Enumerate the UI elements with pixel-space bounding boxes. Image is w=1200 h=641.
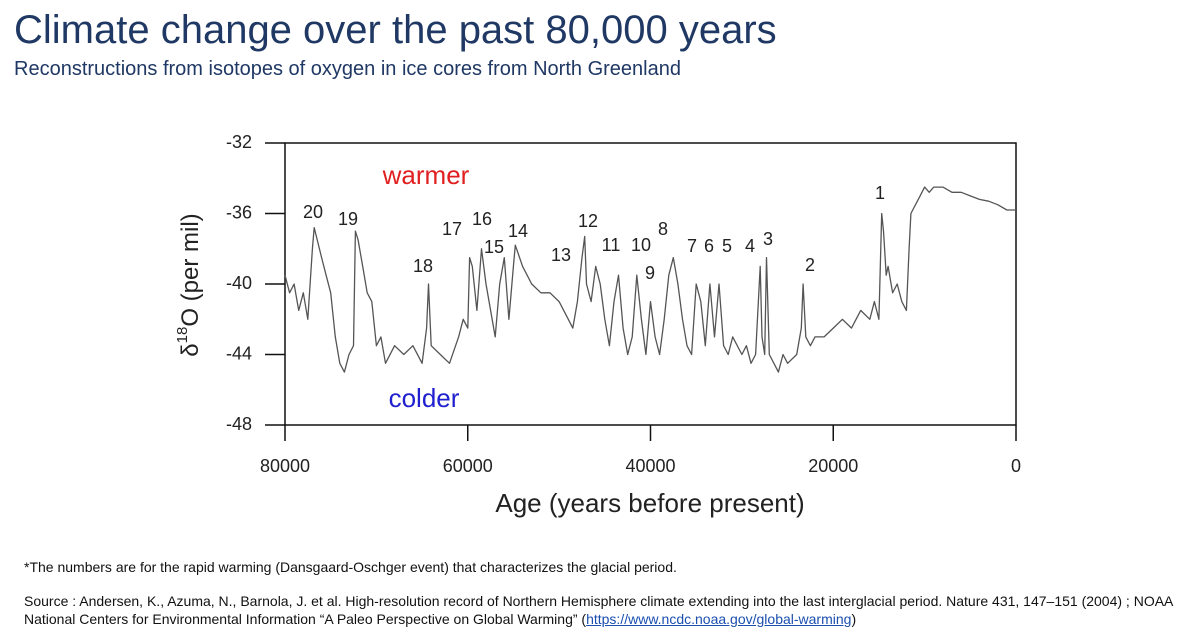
source-close: ) — [851, 611, 857, 627]
event-label: 18 — [413, 256, 433, 276]
event-label: 14 — [508, 221, 528, 241]
warmer-label: warmer — [382, 160, 470, 190]
event-label: 20 — [303, 202, 323, 222]
x-tick-label: 80000 — [260, 456, 310, 476]
x-tick-label: 60000 — [443, 456, 493, 476]
event-label: 17 — [442, 219, 462, 239]
y-label-part: 18 — [174, 327, 191, 344]
y-label-part: δ — [177, 343, 204, 356]
x-tick-label: 20000 — [808, 456, 858, 476]
event-label: 8 — [658, 219, 668, 239]
data-line — [284, 186, 1016, 373]
y-tick-label: -44 — [226, 343, 252, 363]
event-label: 11 — [602, 235, 621, 255]
event-label: 12 — [578, 211, 598, 231]
event-label: 9 — [645, 263, 655, 283]
x-axis-label: Age (years before present) — [495, 488, 804, 518]
event-label: 13 — [551, 245, 571, 265]
chart: δ18O (per mil) Age (years before present… — [174, 132, 1021, 518]
event-label: 6 — [704, 236, 714, 256]
source: Source : Andersen, K., Azuma, N., Barnol… — [24, 592, 1174, 628]
event-label: 7 — [687, 236, 697, 256]
event-label: 16 — [472, 209, 492, 229]
colder-label: colder — [389, 383, 460, 413]
x-tick-label: 0 — [1011, 456, 1021, 476]
page-title: Climate change over the past 80,000 year… — [14, 8, 777, 52]
source-text: Source : Andersen, K., Azuma, N., Barnol… — [24, 593, 1173, 627]
y-tick-label: -36 — [226, 202, 252, 222]
footnote: *The numbers are for the rapid warming (… — [24, 559, 677, 575]
event-label: 3 — [763, 229, 773, 249]
y-tick-label: -32 — [226, 132, 252, 152]
page-subtitle: Reconstructions from isotopes of oxygen … — [14, 58, 681, 80]
source-link[interactable]: https://www.ncdc.noaa.gov/global-warming — [586, 611, 852, 627]
y-tick-label: -48 — [226, 414, 252, 434]
event-label: 15 — [484, 237, 504, 257]
event-label: 4 — [745, 236, 755, 256]
event-label: 1 — [875, 183, 885, 203]
event-label: 5 — [722, 236, 732, 256]
event-label: 10 — [631, 235, 651, 255]
event-label: 2 — [805, 255, 815, 275]
y-label-part: O (per mil) — [177, 213, 204, 326]
x-tick-label: 40000 — [625, 456, 675, 476]
event-label: 19 — [338, 209, 358, 229]
y-tick-label: -40 — [226, 273, 252, 293]
y-axis-label: δ18O (per mil) — [174, 213, 204, 356]
